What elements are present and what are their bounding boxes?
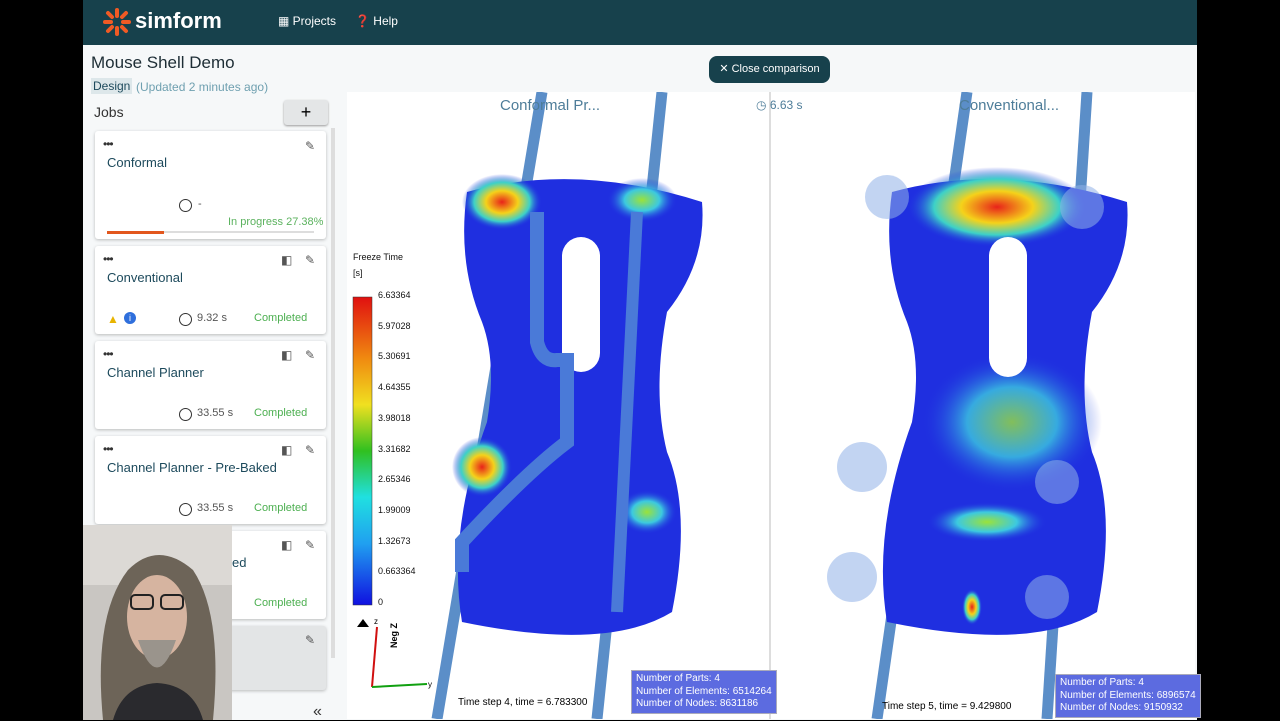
- legend-unit: [s]: [353, 268, 363, 278]
- job-status: Completed: [254, 502, 308, 514]
- comparison-viewer: [347, 92, 1195, 719]
- job-time: 9.32 s: [197, 312, 227, 324]
- info-line: Number of Nodes: 8631186: [636, 698, 759, 709]
- project-tag[interactable]: Design: [91, 78, 133, 94]
- color-bar: [352, 296, 373, 606]
- left-model: [431, 92, 703, 719]
- legend-label: 1.32673: [378, 535, 411, 546]
- legend-label: 5.30691: [378, 351, 411, 362]
- jobs-title: Jobs: [94, 104, 124, 120]
- legend-label: 4.64355: [378, 382, 411, 393]
- job-card[interactable]: ••• Conformal ✎ - In progress 27.38%: [95, 131, 326, 239]
- nav-text: Help: [373, 14, 398, 28]
- job-status: In progress 27.38%: [228, 216, 324, 228]
- legend-label: 3.31682: [378, 443, 411, 454]
- warning-icon[interactable]: ▲: [107, 312, 119, 326]
- job-status: Completed: [254, 597, 308, 609]
- axis-label: y: [428, 680, 432, 689]
- progress-bar: [107, 231, 164, 234]
- job-card[interactable]: ••• Channel Planner ◧ ✎ 33.55 s Completed: [95, 341, 326, 429]
- job-card[interactable]: ••• Channel Planner - Pre-Baked ◧ ✎ 33.55 …: [95, 436, 326, 524]
- job-time: 33.55 s: [197, 502, 234, 514]
- nav-text: Projects: [292, 14, 337, 28]
- close-comparison[interactable]: ✕ Close comparison: [709, 56, 830, 83]
- job-name: Channel Planner: [107, 365, 204, 380]
- add-job[interactable]: +: [284, 100, 328, 125]
- updated: (Updated 2 minutes ago): [136, 80, 269, 94]
- job-status: Completed: [254, 407, 308, 419]
- right-title: Conventional...: [959, 97, 1060, 114]
- legend-label: 3.98018: [378, 412, 411, 423]
- left-info: Number of Parts: 4 Number of Elements: 65…: [631, 670, 777, 714]
- info-icon[interactable]: i: [124, 312, 136, 324]
- nav-projects[interactable]: ▦ Projects: [278, 14, 337, 28]
- legend-label: 0: [378, 597, 384, 607]
- time-display: ◷ 6.63 s: [756, 98, 803, 112]
- job-name: Channel Planner - Pre-Baked: [107, 460, 277, 475]
- axis-triad: [357, 619, 428, 688]
- time-text: 6.63 s: [769, 98, 803, 112]
- brand[interactable]: simform: [135, 8, 222, 33]
- info-line: Number of Elements: 6896574: [1060, 689, 1196, 701]
- scrollbar: [331, 128, 335, 658]
- legend-label: 1.99009: [378, 504, 411, 515]
- legend-title: Freeze Time: [353, 252, 404, 262]
- job-card[interactable]: ••• Conventional ◧ ✎ ▲ i 9.32 s Completed: [95, 246, 326, 334]
- left-title: Conformal Pr...: [500, 97, 601, 114]
- job-time: 33.55 s: [197, 407, 234, 419]
- job-name: Conventional: [107, 270, 183, 285]
- legend-label: 2.65346: [378, 474, 411, 485]
- project-title: Mouse Shell Demo: [91, 53, 235, 72]
- right-model: [827, 92, 1128, 719]
- info-line: Number of Elements: 6514264: [636, 685, 772, 697]
- job-name: Conformal: [107, 155, 167, 170]
- top-bar: simform ▦ Projects ❓ Help: [83, 0, 1197, 45]
- collapse[interactable]: «: [313, 703, 322, 720]
- legend-label: 5.97028: [378, 320, 411, 331]
- axis-label: Neg Z: [389, 622, 399, 648]
- right-step: Time step 5, time = 9.429800: [882, 701, 1012, 712]
- webcam-overlay: [83, 525, 232, 720]
- right-info: Number of Parts: 4 Number of Elements: 68…: [1055, 674, 1201, 718]
- job-status: Completed: [254, 312, 308, 324]
- info-line: Number of Nodes: 9150932: [1060, 702, 1183, 713]
- job-name: ed: [232, 555, 247, 570]
- nav-help[interactable]: ❓ Help: [355, 14, 398, 28]
- legend-label: 0.663364: [378, 566, 416, 577]
- button-text: Close comparison: [731, 63, 820, 75]
- job-time: -: [198, 198, 202, 210]
- logo-icon: [103, 8, 131, 36]
- legend-label: 6.63364: [378, 290, 411, 300]
- left-step: Time step 4, time = 6.783300: [458, 697, 588, 708]
- axis-label: z: [374, 617, 378, 626]
- info-line: Number of Parts: 4: [1060, 677, 1144, 688]
- info-line: Number of Parts: 4: [636, 673, 720, 684]
